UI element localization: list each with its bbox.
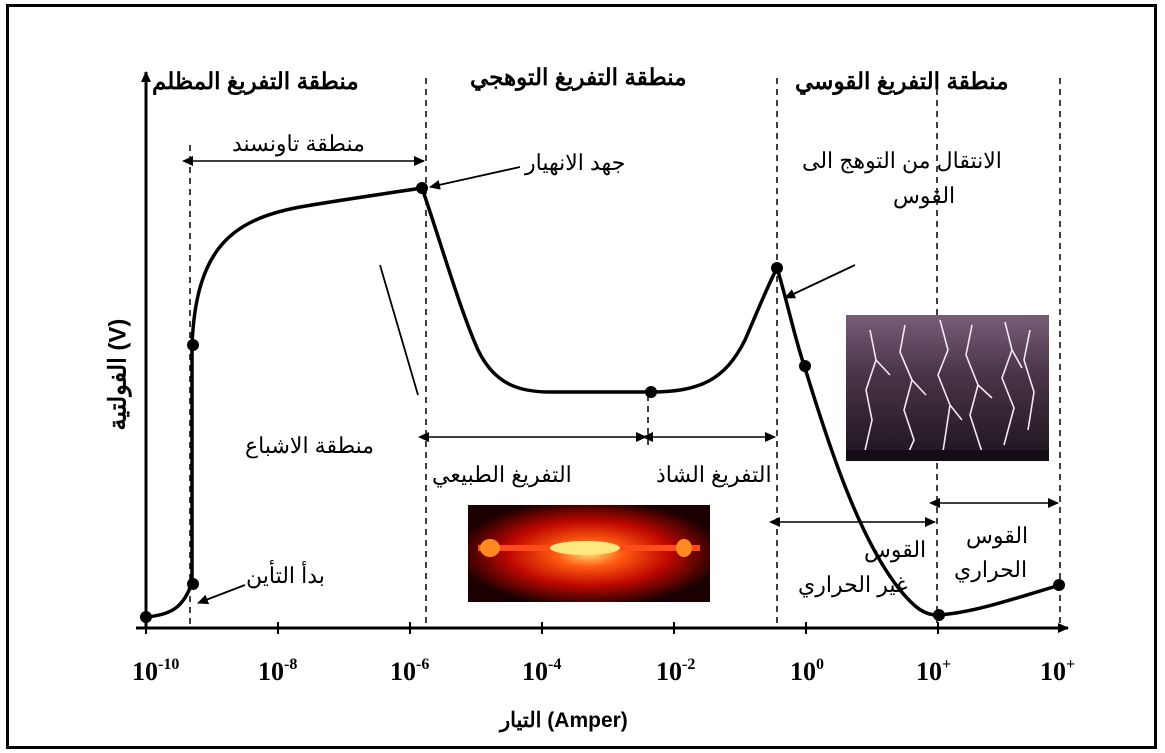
lightning-image	[846, 315, 1049, 461]
transition-label-line1: الانتقال من التوهج الى	[802, 148, 1002, 174]
x-tick-label: 10-8	[258, 656, 297, 687]
y-axis-label: الفولتية (V)	[104, 300, 133, 450]
abnormal-glow-label: التفريغ الشاذ	[656, 462, 772, 488]
breakdown-pointer	[430, 167, 520, 187]
thermal-arc-label-line2: الحراري	[954, 557, 1027, 583]
ionization-pointer	[198, 585, 245, 603]
glow-discharge-image	[468, 505, 710, 602]
transition-label-line2: القوس	[893, 183, 955, 209]
x-tick-label: 10-4	[522, 656, 561, 687]
x-tick-label: 10+	[1040, 656, 1075, 687]
x-tick-label: 10-2	[656, 656, 695, 687]
transition-pointer	[785, 265, 855, 298]
x-tick-label: 10+	[916, 656, 951, 687]
region-dark-discharge: منطقة التفريغ المظلم	[152, 68, 359, 95]
x-tick-label: 100	[790, 656, 824, 687]
thermal-arc-label-line1: القوس	[966, 523, 1028, 549]
nonthermal-arc-label-line2: غير الحراري	[798, 572, 908, 598]
townsend-label: منطقة تاونسند	[232, 131, 365, 157]
normal-glow-label: التفريغ الطبيعي	[432, 462, 572, 488]
x-axis-label: التيار (Amper)	[500, 708, 628, 733]
nonthermal-arc-label-line1: القوس	[864, 537, 926, 563]
saturation-label: منطقة الاشباع	[245, 433, 374, 459]
ionization-start-label: بدأ التأين	[246, 563, 325, 589]
breakdown-voltage-label: جهد الانهيار	[525, 150, 625, 176]
x-tick-label: 10-6	[390, 656, 429, 687]
region-arc-discharge: منطقة التفريغ القوسي	[795, 68, 1009, 95]
x-tick-label: 10-10	[132, 656, 179, 687]
region-glow-discharge: منطقة التفريغ التوهجي	[470, 64, 687, 91]
saturation-pointer	[380, 265, 418, 395]
